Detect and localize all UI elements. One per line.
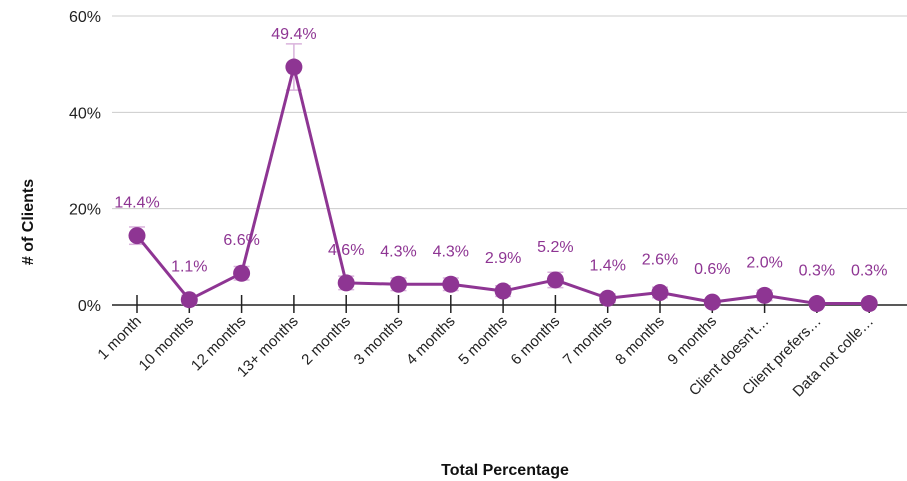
x-tick-label: 3 months xyxy=(351,313,407,369)
data-label: 6.6% xyxy=(223,232,259,249)
data-point xyxy=(233,264,251,282)
y-axis-ticks: 0% 20% 40% 60% xyxy=(69,9,101,315)
data-label: 14.4% xyxy=(114,195,159,212)
data-labels: 14.4% 1.1% 6.6% 49.4% 4.6% 4.3% 4.3% 2.9% 5.2% 1.… xyxy=(114,26,887,279)
y-tick-label: 40% xyxy=(69,105,101,122)
x-tick-label: 2 months xyxy=(298,313,354,369)
data-label: 4.6% xyxy=(328,242,364,259)
data-point xyxy=(756,286,774,304)
data-point xyxy=(390,275,407,293)
data-label: 2.9% xyxy=(485,250,521,267)
y-axis-title: # of Clients xyxy=(20,179,37,265)
data-point xyxy=(494,282,512,300)
data-point xyxy=(442,275,460,293)
data-point xyxy=(599,289,617,307)
data-point xyxy=(337,274,355,292)
x-tick-label: 1 month xyxy=(94,313,144,363)
data-label: 2.6% xyxy=(642,251,678,268)
data-point xyxy=(703,293,721,311)
x-tick-label: 5 months xyxy=(455,313,511,369)
data-label: 49.4% xyxy=(271,26,316,43)
data-point xyxy=(651,283,669,301)
x-tick-label: 6 months xyxy=(508,313,564,369)
x-tick-label: 10 months xyxy=(136,313,198,375)
data-point xyxy=(285,58,303,76)
data-label: 4.3% xyxy=(433,243,469,260)
data-label: 4.3% xyxy=(380,243,416,260)
x-tick-label: 8 months xyxy=(612,313,668,369)
data-label: 1.1% xyxy=(171,259,207,276)
gridlines xyxy=(112,15,907,210)
data-point xyxy=(808,295,826,313)
y-tick-label: 20% xyxy=(69,202,101,219)
x-tick-label: 7 months xyxy=(560,313,616,369)
data-label: 5.2% xyxy=(537,239,573,256)
data-point xyxy=(128,227,146,245)
data-label: 0.3% xyxy=(799,263,835,280)
y-tick-label: 60% xyxy=(69,9,101,26)
x-tick-label: 4 months xyxy=(403,313,459,369)
data-label: 0.6% xyxy=(694,261,730,278)
data-label: 1.4% xyxy=(589,257,625,274)
data-label: 0.3% xyxy=(851,263,887,280)
data-points xyxy=(128,58,878,313)
x-axis-title: Total Percentage xyxy=(441,462,569,479)
data-point xyxy=(546,271,564,289)
data-label: 2.0% xyxy=(746,254,782,271)
data-point xyxy=(180,291,198,309)
y-tick-label: 0% xyxy=(78,298,101,315)
data-point xyxy=(860,295,878,313)
